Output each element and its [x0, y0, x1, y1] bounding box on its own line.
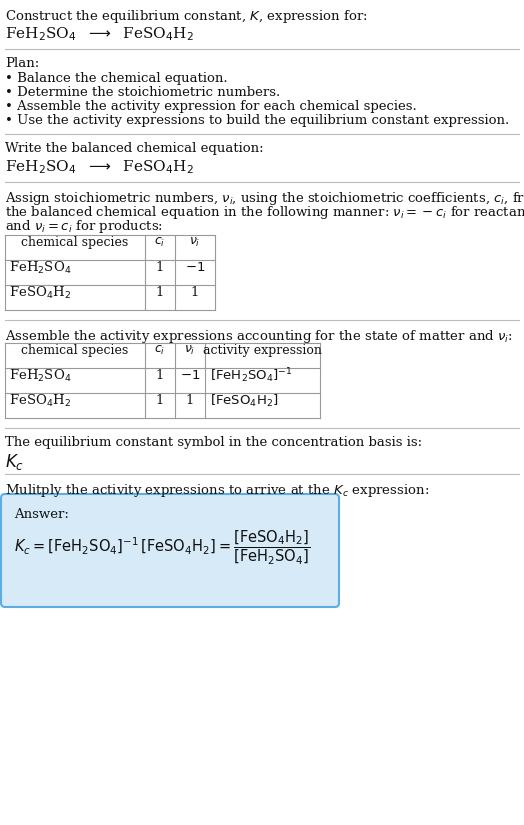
Text: $\nu_i$: $\nu_i$: [184, 344, 195, 357]
Text: FeH$_2$SO$_4$: FeH$_2$SO$_4$: [9, 367, 71, 384]
Text: • Balance the chemical equation.: • Balance the chemical equation.: [5, 72, 227, 85]
Text: Plan:: Plan:: [5, 57, 39, 70]
Text: the balanced chemical equation in the following manner: $\nu_i = -c_i$ for react: the balanced chemical equation in the fo…: [5, 204, 524, 221]
Text: FeSO$_4$H$_2$: FeSO$_4$H$_2$: [9, 285, 71, 300]
Text: $-1$: $-1$: [180, 369, 200, 382]
Text: FeH$_2$SO$_4$: FeH$_2$SO$_4$: [9, 259, 71, 276]
Text: chemical species: chemical species: [21, 236, 128, 249]
Text: 1: 1: [156, 286, 164, 299]
Text: Write the balanced chemical equation:: Write the balanced chemical equation:: [5, 142, 264, 155]
Text: • Use the activity expressions to build the equilibrium constant expression.: • Use the activity expressions to build …: [5, 114, 509, 127]
Text: Answer:: Answer:: [14, 508, 69, 521]
Text: $c_i$: $c_i$: [155, 344, 166, 357]
Text: Construct the equilibrium constant, $K$, expression for:: Construct the equilibrium constant, $K$,…: [5, 8, 368, 25]
Text: Assemble the activity expressions accounting for the state of matter and $\nu_i$: Assemble the activity expressions accoun…: [5, 328, 513, 345]
Text: FeSO$_4$H$_2$: FeSO$_4$H$_2$: [9, 393, 71, 408]
Text: Assign stoichiometric numbers, $\nu_i$, using the stoichiometric coefficients, $: Assign stoichiometric numbers, $\nu_i$, …: [5, 190, 524, 207]
Text: and $\nu_i = c_i$ for products:: and $\nu_i = c_i$ for products:: [5, 218, 163, 235]
Text: Mulitply the activity expressions to arrive at the $K_c$ expression:: Mulitply the activity expressions to arr…: [5, 482, 429, 499]
Text: 1: 1: [156, 261, 164, 274]
Text: $\nu_i$: $\nu_i$: [189, 236, 201, 249]
FancyBboxPatch shape: [1, 494, 339, 607]
Text: FeH$_2$SO$_4$  $\longrightarrow$  FeSO$_4$H$_2$: FeH$_2$SO$_4$ $\longrightarrow$ FeSO$_4$…: [5, 158, 194, 176]
Text: • Determine the stoichiometric numbers.: • Determine the stoichiometric numbers.: [5, 86, 280, 99]
Text: $K_c = [\mathrm{FeH_2SO_4}]^{-1}\,[\mathrm{FeSO_4H_2}] =\dfrac{[\mathrm{FeSO_4H_: $K_c = [\mathrm{FeH_2SO_4}]^{-1}\,[\math…: [14, 528, 310, 566]
Text: activity expression: activity expression: [203, 344, 321, 357]
Text: • Assemble the activity expression for each chemical species.: • Assemble the activity expression for e…: [5, 100, 417, 113]
Text: $[\mathrm{FeH_2SO_4}]^{-1}$: $[\mathrm{FeH_2SO_4}]^{-1}$: [210, 366, 292, 384]
Text: $K_c$: $K_c$: [5, 452, 24, 472]
Text: chemical species: chemical species: [21, 344, 128, 357]
Text: The equilibrium constant symbol in the concentration basis is:: The equilibrium constant symbol in the c…: [5, 436, 422, 449]
Text: 1: 1: [191, 286, 199, 299]
Text: 1: 1: [186, 394, 194, 407]
Text: $[\mathrm{FeSO_4H_2}]$: $[\mathrm{FeSO_4H_2}]$: [210, 393, 279, 408]
Text: $c_i$: $c_i$: [155, 236, 166, 249]
Text: 1: 1: [156, 369, 164, 382]
Text: $-1$: $-1$: [185, 261, 205, 274]
Text: FeH$_2$SO$_4$  $\longrightarrow$  FeSO$_4$H$_2$: FeH$_2$SO$_4$ $\longrightarrow$ FeSO$_4$…: [5, 25, 194, 43]
Text: 1: 1: [156, 394, 164, 407]
